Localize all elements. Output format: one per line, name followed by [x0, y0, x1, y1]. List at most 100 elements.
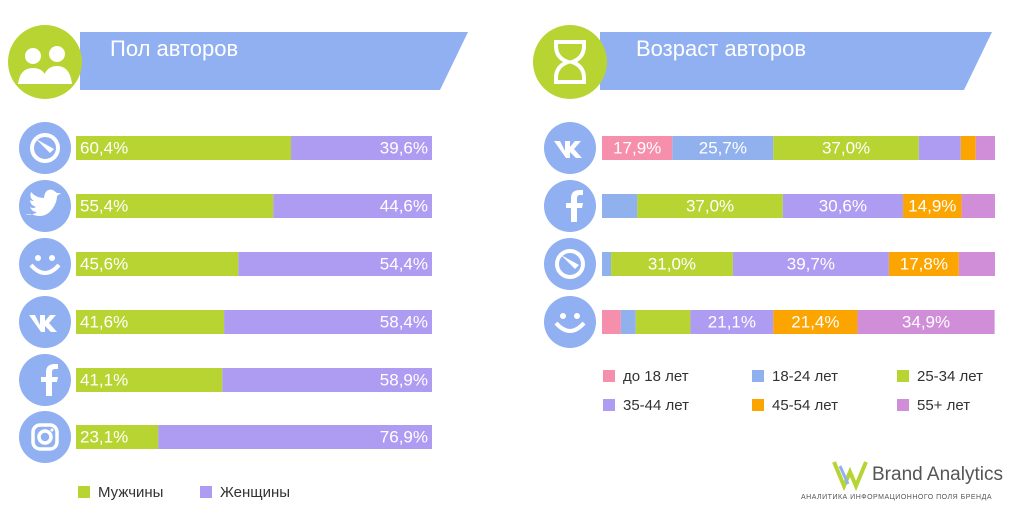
value-label: 31,0% [648, 254, 696, 273]
legend-label: 25-34 лет [917, 368, 983, 385]
legend-swatch [752, 399, 764, 411]
legend-label: Мужчины [98, 484, 163, 501]
brand-name: Brand Analytics [872, 464, 1003, 485]
bar-segment [958, 252, 995, 276]
bar-segment [611, 252, 733, 276]
bar-segment [238, 252, 432, 276]
value-label: 37,0% [686, 196, 734, 215]
bar-segment [960, 136, 976, 160]
bar-segment [76, 252, 239, 276]
bar-segment [602, 310, 621, 334]
icon-glyph [36, 139, 54, 153]
value-label: 39,6% [380, 138, 428, 157]
bar-segment [291, 136, 432, 160]
icon-glyph [31, 423, 59, 451]
platform-icon [19, 238, 71, 290]
icon-glyph [35, 255, 41, 261]
icon-glyph [554, 141, 582, 158]
bar-segment [222, 368, 432, 392]
people-icon [18, 46, 72, 84]
bar-segment [602, 194, 638, 218]
platform-icon [544, 296, 596, 348]
legend-label: Женщины [220, 484, 290, 501]
bar-segment [76, 425, 159, 449]
legend-label: 45-54 лет [772, 397, 838, 414]
value-label: 58,9% [380, 370, 428, 389]
value-label: 54,4% [380, 254, 428, 273]
value-label: 44,6% [380, 196, 428, 215]
icon-glyph [50, 428, 54, 432]
legend-label: до 18 лет [623, 368, 689, 385]
bar-segment [602, 252, 612, 276]
bar-segment [76, 368, 223, 392]
icon-glyph [554, 321, 586, 333]
bar-segment [773, 310, 858, 334]
value-label: 21,4% [791, 312, 839, 331]
header-icon [8, 25, 82, 99]
legend-swatch [78, 486, 90, 498]
icon-glyph [25, 189, 61, 216]
legend-label: 18-24 лет [772, 368, 838, 385]
value-label: 37,0% [822, 138, 870, 157]
icon-glyph [566, 190, 583, 222]
icon-glyph [555, 249, 585, 279]
bar-segment [224, 310, 432, 334]
value-label: 41,6% [80, 312, 128, 331]
icon-glyph [561, 255, 579, 269]
chart-title: Возраст авторов [636, 36, 806, 61]
legend-label: 55+ лет [917, 397, 970, 414]
value-label: 21,1% [708, 312, 756, 331]
icon-glyph [560, 313, 566, 319]
value-label: 30,6% [819, 196, 867, 215]
legend-label: 35-44 лет [623, 397, 689, 414]
legend-swatch [603, 399, 615, 411]
legend-swatch [603, 370, 615, 382]
value-label: 55,4% [80, 196, 128, 215]
bar-segment [857, 310, 995, 334]
brand-logo [832, 461, 868, 492]
platform-icon [19, 411, 71, 463]
bar-segment [635, 310, 691, 334]
bar-segment [158, 425, 432, 449]
icon-glyph [30, 133, 60, 163]
bar-segment [918, 136, 961, 160]
icon-glyph [41, 364, 58, 396]
icon-glyph [37, 429, 53, 445]
value-label: 23,1% [80, 427, 128, 446]
bar-segment [732, 252, 889, 276]
value-label: 76,9% [380, 427, 428, 446]
hourglass-icon [554, 40, 586, 84]
bar-segment [602, 136, 673, 160]
chart-title: Пол авторов [110, 36, 238, 61]
legend-swatch [897, 370, 909, 382]
bar-segment [76, 136, 292, 160]
header-banner [80, 32, 468, 90]
value-label: 60,4% [80, 138, 128, 157]
bar-segment [773, 136, 919, 160]
bar-segment [672, 136, 774, 160]
icon-glyph [574, 313, 580, 319]
value-label: 58,4% [380, 312, 428, 331]
bar-segment [690, 310, 774, 334]
bar-segment [637, 194, 783, 218]
legend-swatch [897, 399, 909, 411]
bar-segment [975, 136, 995, 160]
bar-segment [76, 194, 274, 218]
bar-segment [888, 252, 959, 276]
value-label: 39,7% [787, 254, 835, 273]
value-label: 17,9% [613, 138, 661, 157]
header-banner [600, 32, 992, 90]
bar-segment [620, 310, 636, 334]
legend-swatch [200, 486, 212, 498]
bar-segment [961, 194, 995, 218]
bar-segment [903, 194, 962, 218]
icon-glyph [29, 263, 61, 275]
value-label: 45,6% [80, 254, 128, 273]
value-label: 34,9% [902, 312, 950, 331]
value-label: 41,1% [80, 370, 128, 389]
value-label: 14,9% [908, 196, 956, 215]
icon-glyph [29, 315, 57, 332]
legend-swatch [752, 370, 764, 382]
brand-tagline: АНАЛИТИКА ИНФОРМАЦИОННОГО ПОЛЯ БРЕНДА [801, 494, 992, 501]
value-label: 25,7% [699, 138, 747, 157]
